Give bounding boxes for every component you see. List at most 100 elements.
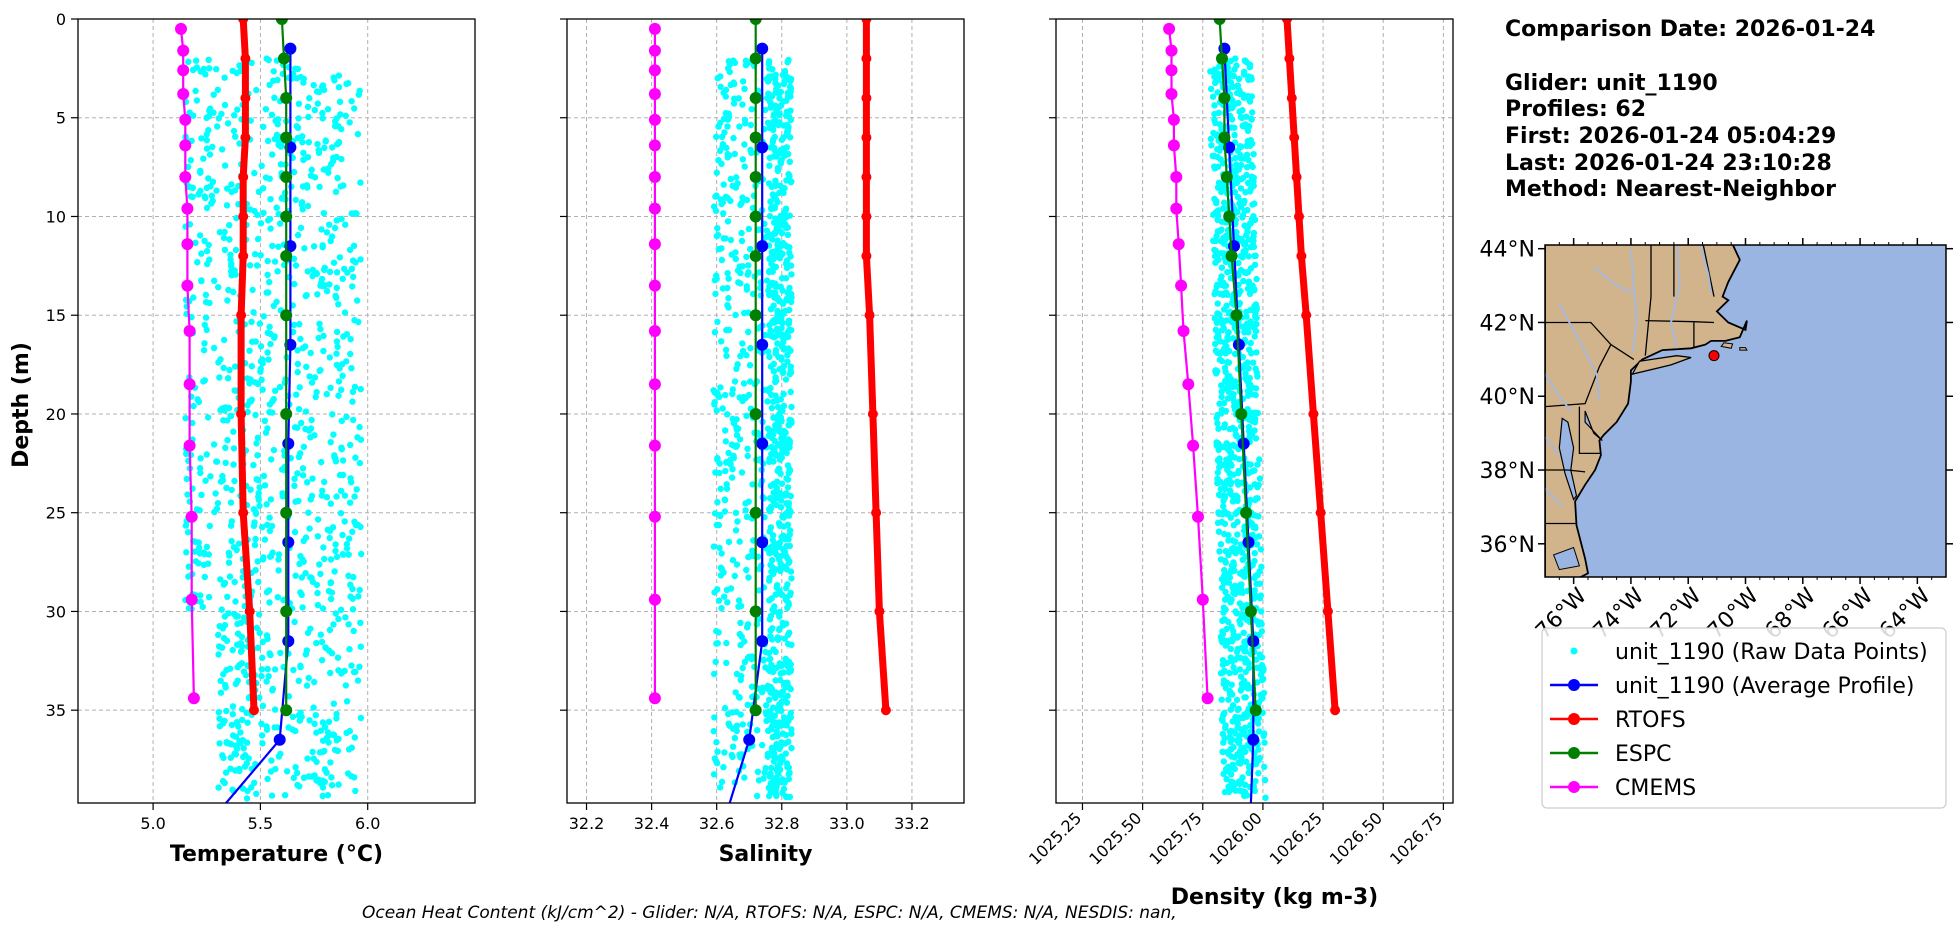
raw-point bbox=[724, 194, 731, 202]
raw-point bbox=[1220, 497, 1227, 505]
raw-point bbox=[768, 404, 776, 412]
raw-point bbox=[233, 613, 240, 620]
raw-point bbox=[1253, 349, 1260, 356]
raw-point bbox=[732, 249, 739, 256]
raw-point bbox=[311, 106, 318, 114]
raw-point bbox=[221, 621, 229, 629]
raw-point bbox=[1233, 696, 1241, 704]
raw-point bbox=[714, 318, 721, 325]
raw-point bbox=[1254, 679, 1261, 686]
raw-point bbox=[335, 84, 343, 91]
raw-point bbox=[216, 623, 223, 630]
raw-point bbox=[1217, 510, 1224, 517]
raw-point bbox=[232, 133, 239, 140]
raw-point bbox=[349, 528, 356, 535]
raw-point bbox=[308, 416, 315, 424]
raw-point bbox=[762, 106, 769, 114]
raw-point bbox=[1214, 216, 1221, 224]
raw-point bbox=[732, 255, 739, 263]
raw-point bbox=[220, 234, 228, 242]
raw-point bbox=[254, 211, 261, 219]
raw-point bbox=[783, 620, 790, 627]
river bbox=[1593, 266, 1635, 294]
raw-point bbox=[256, 320, 264, 327]
raw-point bbox=[782, 376, 790, 383]
raw-point bbox=[331, 746, 339, 754]
raw-point bbox=[775, 104, 782, 111]
raw-point bbox=[348, 479, 355, 486]
raw-point bbox=[304, 479, 311, 486]
raw-point bbox=[211, 277, 218, 284]
raw-point bbox=[721, 508, 729, 515]
raw-point bbox=[205, 593, 213, 601]
state-border bbox=[1545, 469, 1586, 473]
raw-point bbox=[1257, 691, 1265, 699]
raw-point bbox=[293, 769, 301, 777]
raw-point bbox=[198, 491, 205, 499]
series-marker-cmems bbox=[177, 64, 190, 77]
raw-point bbox=[767, 561, 774, 569]
raw-point bbox=[1208, 142, 1215, 149]
ytick-label: 0 bbox=[56, 10, 66, 29]
raw-point bbox=[1231, 567, 1238, 574]
raw-point bbox=[722, 427, 729, 434]
raw-point bbox=[738, 633, 745, 640]
raw-point bbox=[323, 390, 330, 398]
raw-point bbox=[299, 139, 306, 146]
raw-point bbox=[263, 589, 271, 596]
raw-point bbox=[309, 748, 316, 756]
raw-point bbox=[327, 500, 334, 507]
raw-point bbox=[253, 790, 260, 797]
raw-point bbox=[277, 750, 284, 758]
raw-point bbox=[267, 496, 275, 503]
raw-point bbox=[1215, 425, 1222, 432]
raw-point bbox=[779, 239, 787, 247]
raw-point bbox=[1226, 70, 1233, 77]
raw-point bbox=[771, 144, 778, 152]
raw-point bbox=[783, 699, 791, 706]
raw-point bbox=[215, 651, 222, 658]
raw-point bbox=[717, 512, 724, 520]
raw-point bbox=[1222, 642, 1229, 649]
raw-point bbox=[1207, 85, 1215, 93]
series-marker-espc bbox=[749, 408, 762, 420]
raw-point bbox=[216, 740, 223, 747]
raw-point bbox=[259, 360, 266, 367]
raw-point bbox=[224, 593, 231, 600]
raw-point bbox=[766, 550, 773, 557]
series-marker-cmems bbox=[648, 113, 661, 126]
raw-point bbox=[348, 98, 355, 105]
series-marker-rtofs bbox=[249, 705, 259, 716]
raw-point bbox=[227, 754, 234, 761]
series-marker-espc bbox=[749, 171, 762, 183]
nantucket bbox=[1739, 347, 1748, 351]
raw-point bbox=[773, 551, 780, 558]
series-marker-rtofs bbox=[236, 409, 247, 419]
series-marker-cmems bbox=[1170, 202, 1183, 215]
axes-frame bbox=[566, 18, 965, 804]
raw-point bbox=[250, 461, 257, 469]
raw-point bbox=[234, 677, 241, 684]
method: Method: Nearest-Neighbor bbox=[1505, 177, 1836, 202]
raw-point bbox=[275, 567, 282, 574]
raw-point bbox=[770, 750, 778, 757]
raw-point bbox=[772, 374, 779, 381]
series-marker-espc bbox=[749, 506, 762, 519]
raw-point bbox=[780, 514, 787, 521]
raw-point bbox=[197, 455, 204, 462]
ytick-label: 5 bbox=[56, 109, 66, 128]
series-marker-espc bbox=[749, 19, 762, 25]
raw-point bbox=[736, 394, 743, 401]
raw-point bbox=[745, 328, 752, 336]
raw-point bbox=[294, 124, 302, 131]
ytick-label: 35 bbox=[46, 701, 66, 720]
raw-point bbox=[1223, 343, 1230, 350]
raw-point bbox=[764, 753, 772, 760]
raw-point bbox=[729, 390, 736, 398]
raw-point bbox=[1212, 340, 1219, 348]
series-marker-espc bbox=[280, 408, 293, 420]
raw-point bbox=[783, 144, 790, 151]
raw-point bbox=[357, 643, 364, 650]
raw-point bbox=[1211, 152, 1218, 160]
raw-point bbox=[227, 251, 234, 258]
